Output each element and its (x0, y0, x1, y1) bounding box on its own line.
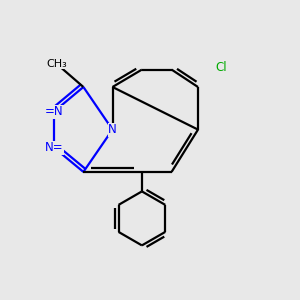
Text: N: N (108, 123, 117, 136)
Text: Cl: Cl (216, 61, 227, 74)
Text: N=: N= (45, 141, 63, 154)
Text: =N: =N (45, 105, 63, 118)
Text: CH₃: CH₃ (46, 58, 67, 69)
